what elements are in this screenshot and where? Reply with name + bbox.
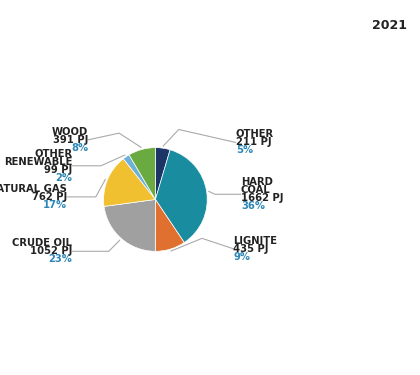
Wedge shape xyxy=(155,148,170,200)
Text: LIGNITE: LIGNITE xyxy=(233,236,277,246)
Text: COAL: COAL xyxy=(241,185,270,195)
Text: OTHER: OTHER xyxy=(34,149,73,159)
Text: 9%: 9% xyxy=(233,252,250,262)
Wedge shape xyxy=(155,150,207,243)
Text: OTHER: OTHER xyxy=(236,129,274,140)
Text: 762 PJ: 762 PJ xyxy=(32,192,67,202)
Text: WOOD: WOOD xyxy=(52,127,88,137)
Text: 99 PJ: 99 PJ xyxy=(44,165,73,175)
Text: 2021: 2021 xyxy=(373,19,407,32)
Text: 8%: 8% xyxy=(71,143,88,153)
Text: 435 PJ: 435 PJ xyxy=(233,244,269,254)
Text: 1052 PJ: 1052 PJ xyxy=(30,246,73,256)
Text: 1662 PJ: 1662 PJ xyxy=(241,193,284,203)
Text: RENEWABLE: RENEWABLE xyxy=(4,157,73,167)
Text: CRUDE OIL: CRUDE OIL xyxy=(13,238,73,248)
Text: 2%: 2% xyxy=(55,173,73,183)
Wedge shape xyxy=(104,200,155,251)
Text: NATURAL GAS: NATURAL GAS xyxy=(0,184,67,194)
Wedge shape xyxy=(104,159,155,206)
Wedge shape xyxy=(155,200,184,251)
Text: 5%: 5% xyxy=(236,146,253,156)
Text: HARD: HARD xyxy=(241,177,273,187)
Text: 391 PJ: 391 PJ xyxy=(52,135,88,145)
Wedge shape xyxy=(129,148,155,200)
Text: 36%: 36% xyxy=(241,201,265,211)
Wedge shape xyxy=(123,155,155,200)
Text: 211 PJ: 211 PJ xyxy=(236,138,271,147)
Text: 17%: 17% xyxy=(43,200,67,210)
Text: 23%: 23% xyxy=(49,254,73,264)
